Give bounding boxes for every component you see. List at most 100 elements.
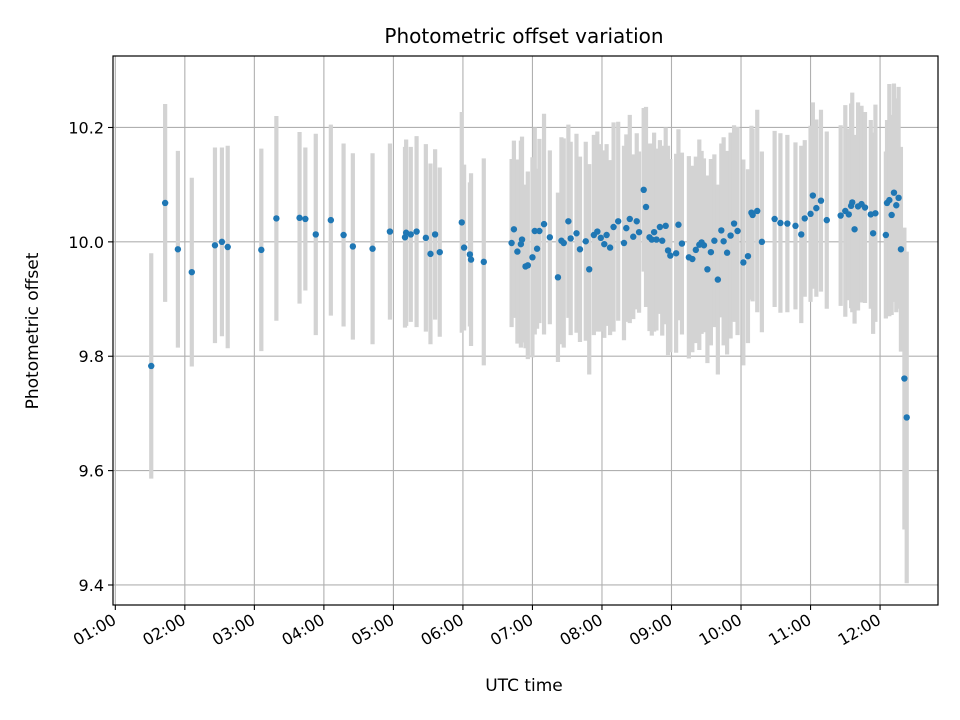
data-point: [533, 245, 541, 252]
data-point: [903, 414, 910, 421]
data-point: [633, 218, 640, 225]
data-point: [524, 262, 532, 269]
data-point: [807, 210, 814, 218]
data-point: [576, 246, 584, 253]
data-point: [845, 211, 852, 218]
data-point: [784, 220, 791, 227]
data-point: [211, 242, 219, 249]
data-point: [823, 216, 830, 224]
data-point: [582, 238, 589, 245]
data-point: [610, 223, 617, 231]
data-point: [813, 204, 820, 212]
data-point: [792, 222, 799, 230]
data-point: [623, 224, 630, 232]
data-point: [893, 202, 900, 209]
data-point: [407, 231, 414, 238]
data-point: [861, 204, 869, 211]
data-point: [327, 216, 335, 224]
data-point: [431, 231, 439, 238]
data-point: [480, 258, 487, 266]
data-point: [664, 247, 672, 254]
data-point: [258, 246, 265, 254]
data-point: [518, 236, 526, 243]
data-point: [758, 238, 766, 246]
data-point: [734, 227, 741, 235]
data-point: [614, 218, 622, 225]
data-point: [466, 251, 474, 258]
data-point: [626, 215, 633, 223]
y-tick-label: 9.4: [79, 576, 104, 595]
data-point: [744, 252, 752, 260]
data-point: [340, 231, 347, 239]
data-point: [675, 221, 682, 228]
data-point: [436, 248, 443, 256]
data-point: [720, 238, 727, 245]
data-point: [224, 243, 231, 251]
data-point: [188, 268, 195, 276]
data-point: [886, 196, 893, 204]
data-point: [656, 223, 664, 231]
data-point: [601, 240, 608, 248]
data-point: [218, 238, 226, 246]
data-point: [704, 266, 711, 273]
data-point: [422, 234, 430, 242]
data-point: [594, 228, 601, 235]
y-tick-label: 10.0: [68, 233, 104, 252]
data-point: [897, 246, 905, 253]
data-point: [711, 237, 718, 244]
data-point: [161, 199, 169, 207]
data-point: [740, 259, 747, 266]
data-point: [148, 362, 155, 370]
data-point: [890, 189, 898, 196]
data-point: [460, 244, 468, 251]
data-point: [692, 246, 700, 254]
x-axis-title: UTC time: [485, 676, 563, 696]
data-point: [817, 197, 825, 204]
data-point: [349, 243, 357, 250]
data-point: [727, 232, 734, 239]
data-point: [620, 239, 628, 247]
data-point: [606, 244, 614, 251]
data-point: [369, 245, 376, 252]
data-point: [749, 211, 756, 219]
data-point: [714, 276, 722, 283]
data-point: [312, 231, 319, 238]
data-point: [642, 203, 650, 211]
data-point: [730, 220, 738, 227]
y-tick-label: 10.2: [68, 118, 104, 137]
data-point: [723, 249, 731, 256]
data-point: [273, 215, 280, 222]
data-point: [540, 220, 548, 228]
data-point: [662, 222, 669, 230]
data-point: [659, 237, 666, 244]
data-point: [707, 248, 715, 256]
data-point: [458, 219, 465, 226]
data-point: [700, 242, 708, 249]
data-point: [554, 274, 562, 281]
data-point: [546, 234, 554, 241]
data-point: [648, 236, 655, 243]
data-point: [467, 256, 475, 263]
data-point: [508, 239, 515, 247]
data-point: [573, 230, 580, 237]
data-point: [567, 235, 574, 242]
y-axis-title: Photometric offset: [23, 252, 43, 409]
data-point: [851, 226, 858, 233]
y-tick-label: 9.8: [79, 347, 104, 366]
data-point: [529, 254, 536, 261]
data-point: [837, 212, 844, 219]
data-point: [174, 246, 182, 253]
data-point: [586, 266, 593, 273]
data-point: [603, 231, 610, 239]
data-point: [531, 227, 538, 235]
data-point: [771, 215, 778, 223]
data-point: [386, 228, 394, 235]
data-point: [798, 231, 805, 238]
y-axis-ticks: 9.4 9.6 9.8 10.0 10.2: [68, 118, 113, 595]
data-point: [565, 218, 572, 225]
data-point: [560, 239, 567, 247]
data-point: [882, 231, 890, 239]
data-point: [514, 248, 521, 255]
